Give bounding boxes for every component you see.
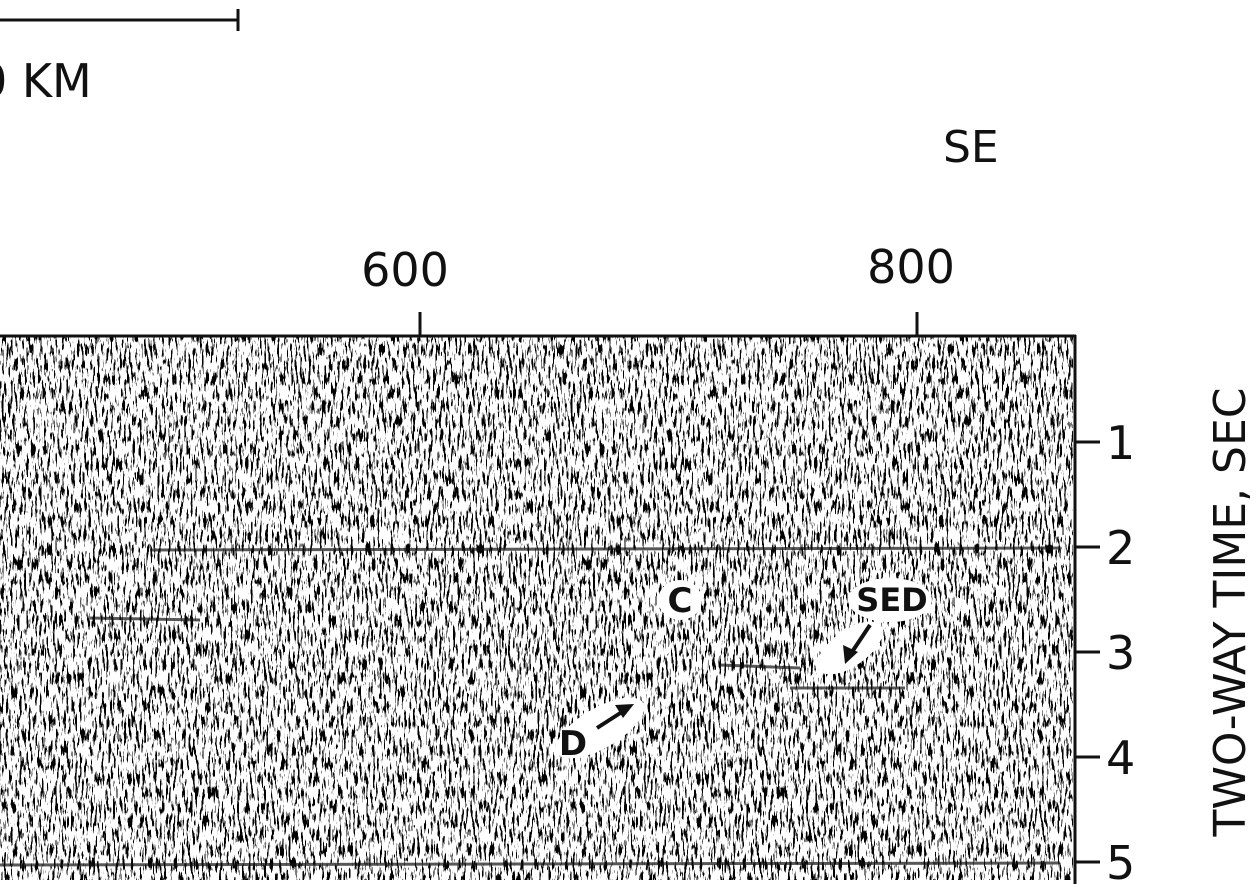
label-halo xyxy=(658,580,702,620)
time-axis-title: TWO-WAY TIME, SEC xyxy=(1205,387,1256,837)
label-halo xyxy=(848,578,932,622)
shot-point-label: 600 xyxy=(361,243,449,297)
time-tick-label: 5 xyxy=(1106,836,1135,889)
annotation: SED xyxy=(856,581,927,619)
reflectors xyxy=(0,546,1061,867)
time-tick-label: 3 xyxy=(1106,626,1135,680)
time-tick-label: 1 xyxy=(1106,416,1135,470)
time-tick-label: 2 xyxy=(1106,521,1135,575)
time-ticks: 1 2 3 4 5 xyxy=(1075,416,1135,890)
direction-label: SE xyxy=(943,122,999,173)
scale-label: 0 KM xyxy=(0,54,92,108)
arrow-halo xyxy=(817,621,883,675)
annotation: D xyxy=(559,724,587,764)
time-tick-label: 4 xyxy=(1106,731,1135,785)
annotation: C xyxy=(668,581,693,621)
shot-point-label: 800 xyxy=(867,240,955,294)
arrows xyxy=(595,623,872,730)
